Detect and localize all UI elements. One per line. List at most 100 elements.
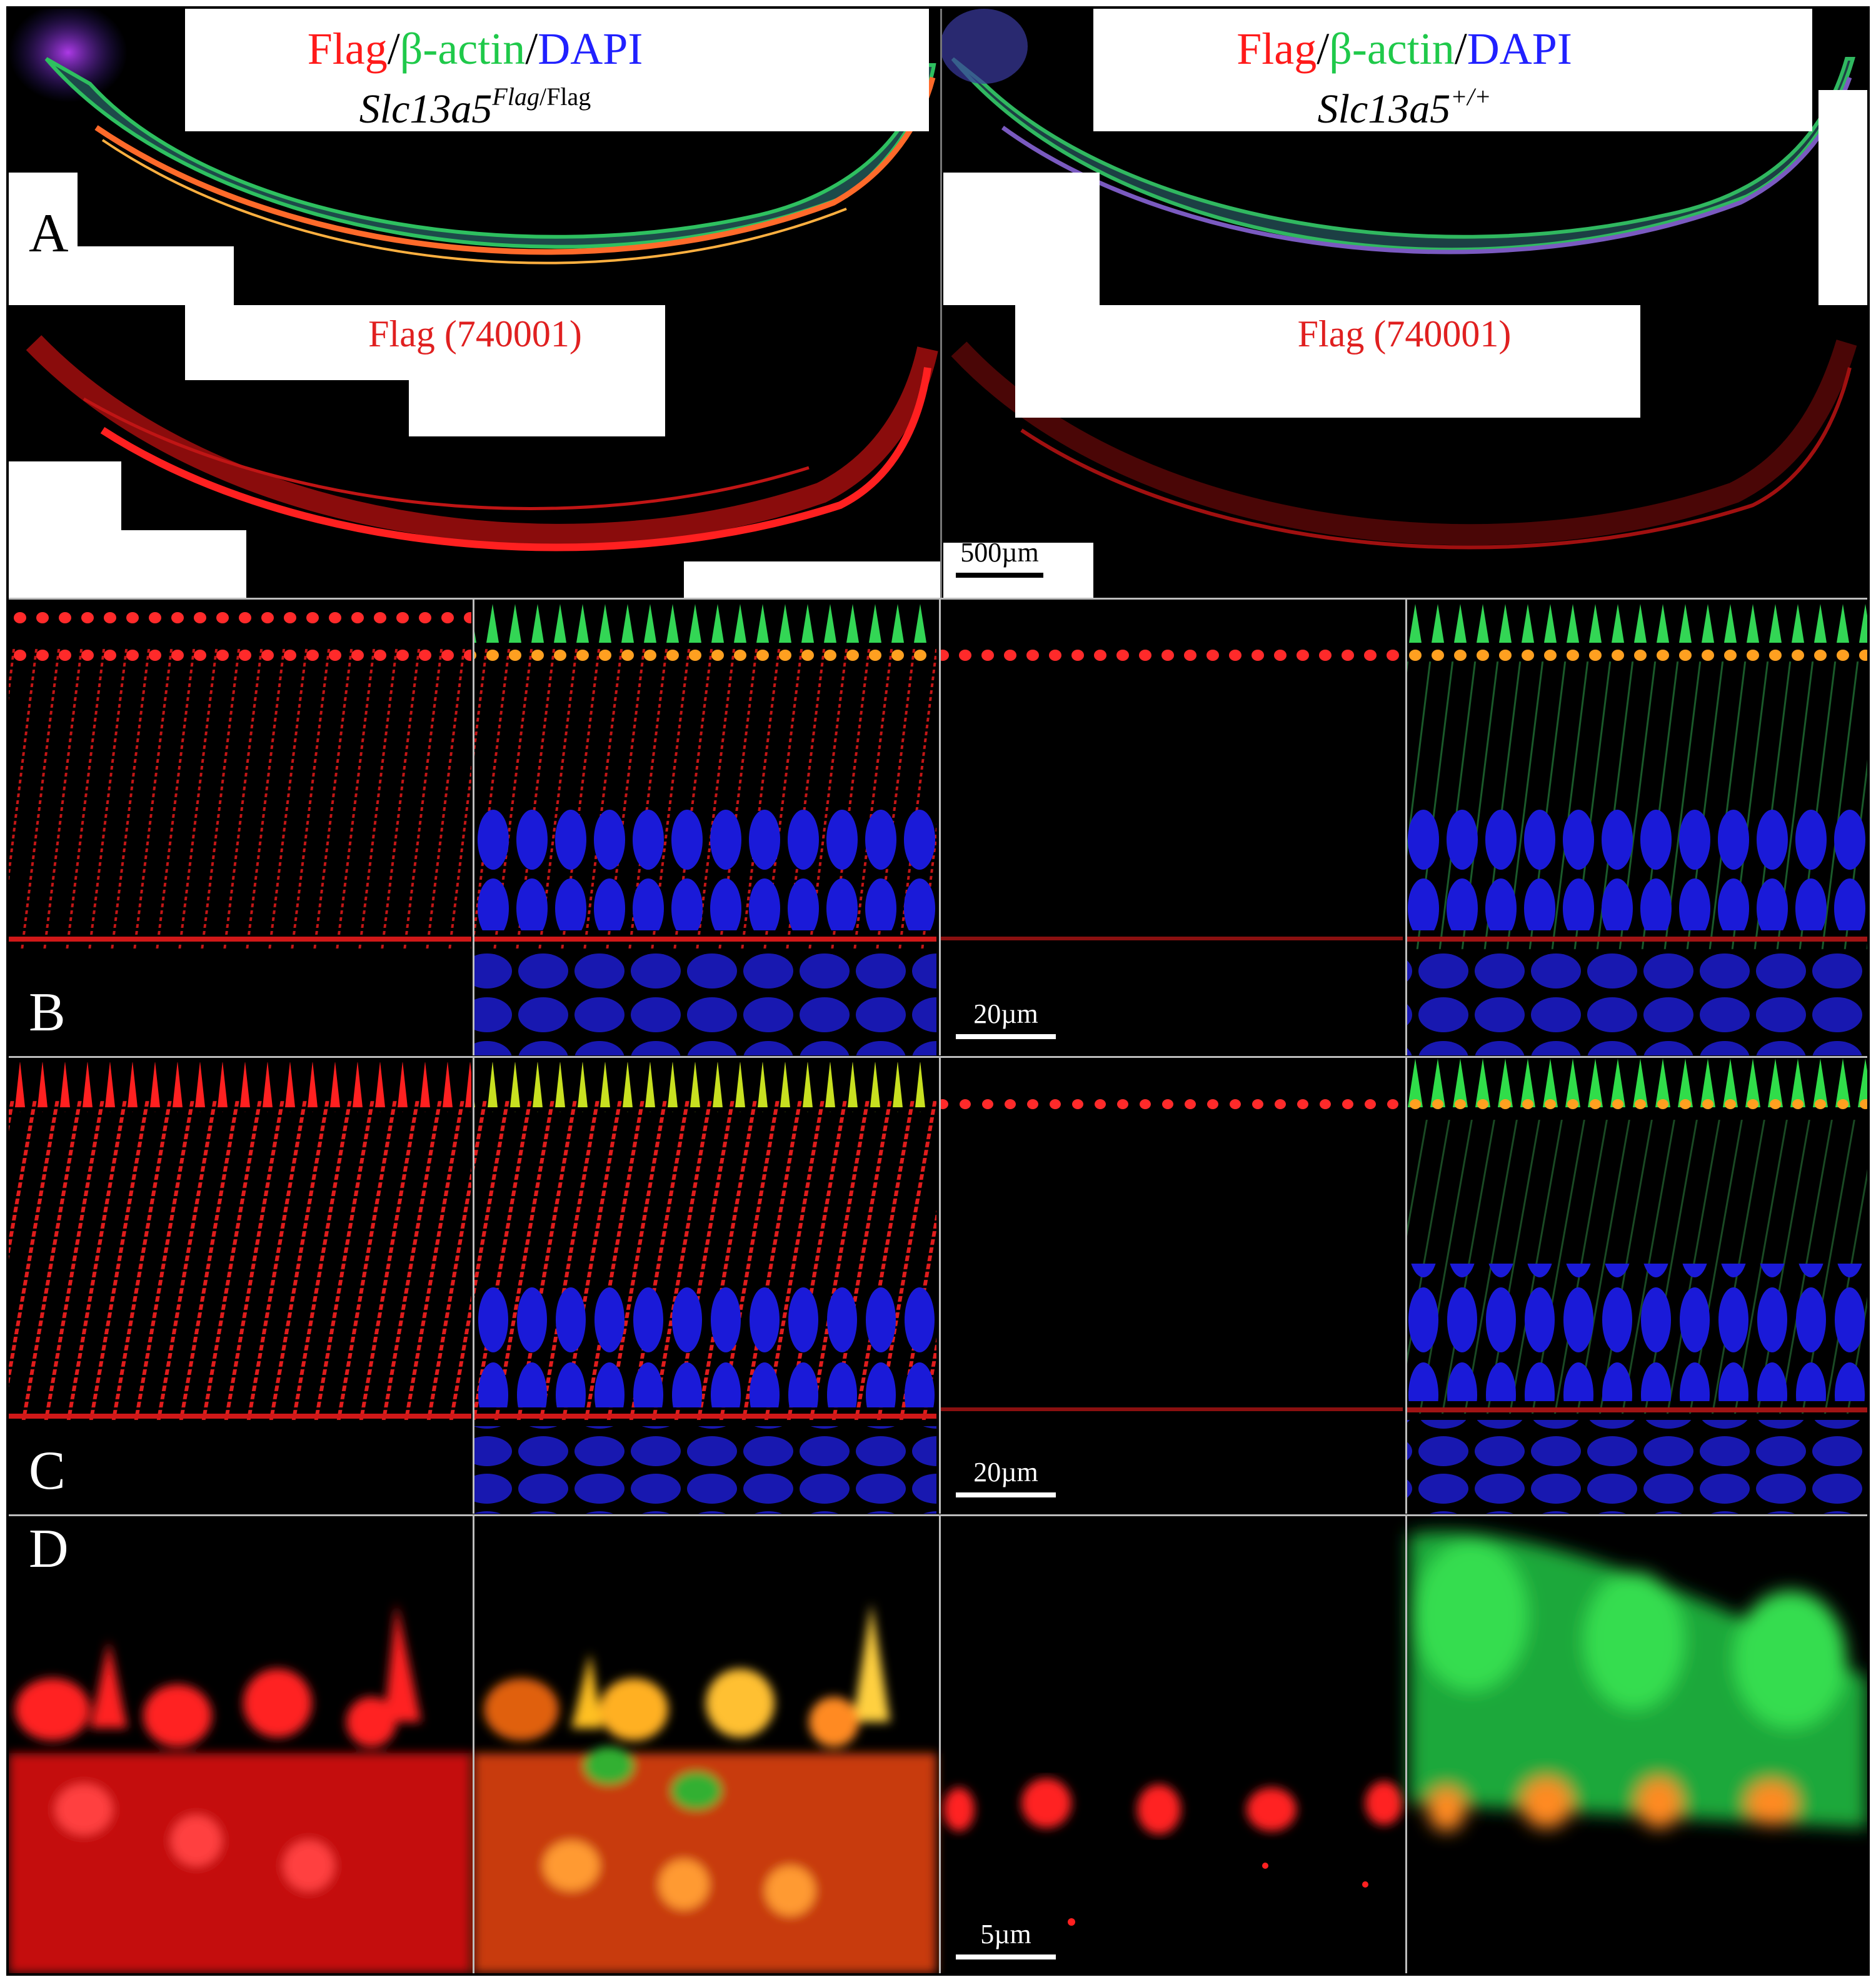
- panel-letter-a: A: [29, 203, 69, 264]
- scale-bar-d-label: 5µm: [980, 1919, 1031, 1949]
- mosaic-gap: [185, 9, 929, 131]
- d3-speck: [1262, 1863, 1268, 1869]
- genotype-left: Slc13a5Flag/Flag: [9, 76, 941, 130]
- tissue-apex-left: [9, 9, 128, 103]
- tissue-section-right: [951, 57, 1855, 252]
- mosaic-gap: [121, 530, 246, 599]
- d1-signal: [9, 1603, 471, 1973]
- divider: [9, 1514, 1867, 1516]
- divider: [939, 599, 941, 1055]
- scale-bar-c-label: 20µm: [973, 1457, 1038, 1487]
- mosaic-gap: [78, 246, 234, 305]
- mosaic-gap: [9, 461, 121, 599]
- d3-speck: [1362, 1881, 1368, 1888]
- divider: [9, 598, 1867, 600]
- mosaic-gap: [1093, 9, 1812, 131]
- c2-olm: [474, 1414, 936, 1419]
- b3-ic-junction: [940, 639, 1403, 677]
- panel-letter-b: B: [29, 982, 66, 1043]
- label-sep: /: [525, 24, 538, 74]
- divider: [940, 9, 942, 305]
- d4-signal: [1409, 1531, 1867, 1831]
- label-sep: /: [1317, 24, 1330, 74]
- divider: [1405, 599, 1407, 1055]
- mosaic-gap: [1818, 90, 1867, 305]
- b1-ic-junction: [9, 639, 471, 677]
- panel-a-flag-image: [26, 335, 1857, 551]
- divider: [939, 1516, 941, 1973]
- flag-band-weak-right: [1020, 367, 1852, 550]
- b1-olm: [9, 937, 471, 942]
- mosaic-gap: [943, 173, 1100, 305]
- divider: [9, 1056, 1867, 1058]
- b2-olm: [474, 937, 936, 942]
- mosaic-gap: [684, 561, 940, 599]
- figure: Flag/β-actin/DAPI Slc13a5Flag/Flag Flag/…: [6, 6, 1870, 1976]
- scale-bar-a-line: [956, 573, 1043, 578]
- c2-lower-nuclei: [474, 1426, 936, 1514]
- scale-bar-b-line: [956, 1034, 1056, 1039]
- panel-a-merge-row: Flag/β-actin/DAPI Slc13a5Flag/Flag Flag/…: [9, 9, 1867, 305]
- divider: [1405, 1516, 1407, 1973]
- mosaic-gap: [9, 173, 78, 305]
- flag-label-left: Flag (740001): [368, 313, 582, 355]
- label-sep: /: [1454, 24, 1467, 74]
- c3-olm: [940, 1407, 1403, 1411]
- b4-olm: [1407, 937, 1867, 942]
- scale-bar-c-line: [956, 1492, 1056, 1497]
- panel-d-row: D 5µm: [9, 1516, 1867, 1973]
- panel-c-image: [9, 1057, 1867, 1514]
- dapi-band-right: [1001, 76, 1852, 254]
- scale-bar-d: 5µm: [953, 1919, 1059, 1959]
- b4-onl-nuclei: [1407, 805, 1867, 930]
- flag-band-left-inner: [101, 139, 847, 264]
- flag-band-strong-left: [100, 367, 931, 551]
- d3-speck: [1068, 1918, 1075, 1926]
- c4-olm: [1407, 1407, 1867, 1412]
- label-beta-actin: β-actin: [1329, 24, 1455, 74]
- genotype-sup: Flag: [492, 83, 539, 111]
- scale-bar-a-label: 500µm: [960, 537, 1039, 568]
- c4-lower-nuclei: [1407, 1420, 1867, 1514]
- scale-bar-c: 20µm: [953, 1457, 1059, 1497]
- c2-tips: [474, 1062, 936, 1112]
- panel-b-row: B 20µm: [9, 599, 1867, 1055]
- mosaic-gap: [1015, 305, 1640, 418]
- flag-band-left-2: [83, 397, 810, 510]
- b2-lower-nuclei: [474, 949, 936, 1055]
- genotype-base: Slc13a5: [1317, 86, 1451, 132]
- divider: [473, 1516, 474, 1973]
- flag-tissue-left: [26, 335, 938, 545]
- b3-olm: [940, 937, 1403, 940]
- c2-onl-nuclei: [474, 1282, 936, 1407]
- c3-ic-junction: [940, 1089, 1403, 1120]
- label-flag: Flag: [307, 24, 388, 74]
- flag-band-left: [94, 76, 936, 255]
- flag-tissue-right: [951, 340, 1857, 546]
- divider: [473, 1057, 474, 1514]
- panel-c-row: C 20µm: [9, 1057, 1867, 1514]
- label-dapi: DAPI: [1467, 24, 1572, 74]
- panel-b-image: [9, 599, 1867, 1055]
- c1-olm: [9, 1414, 471, 1419]
- b4-overlap: [1407, 639, 1867, 677]
- d3-signal: [943, 1778, 1403, 1834]
- label-dapi: DAPI: [538, 24, 643, 74]
- c1-rods: [9, 1057, 471, 1514]
- panel-letter-c: C: [29, 1441, 66, 1501]
- b2-overlap: [474, 639, 936, 677]
- genotype-sup: /Flag: [539, 83, 591, 111]
- divider: [939, 1057, 941, 1514]
- c1-tips: [9, 1062, 471, 1112]
- panel-letter-d: D: [29, 1519, 69, 1579]
- scale-bar-b-label: 20µm: [973, 999, 1038, 1029]
- d2-signal: [474, 1603, 936, 1973]
- panel-a-flag-row: Flag (740001) Flag (740001) 500µm: [9, 305, 1867, 599]
- label-flag: Flag: [1236, 24, 1317, 74]
- tissue-apex-right: [940, 9, 1028, 84]
- label-beta-actin: β-actin: [399, 24, 526, 74]
- scale-bar-a: 500µm: [946, 538, 1053, 578]
- stain-legend-right: Flag/β-actin/DAPI: [941, 26, 1867, 71]
- b2-onl-nuclei: [474, 805, 936, 930]
- stain-legend-left: Flag/β-actin/DAPI: [9, 26, 941, 71]
